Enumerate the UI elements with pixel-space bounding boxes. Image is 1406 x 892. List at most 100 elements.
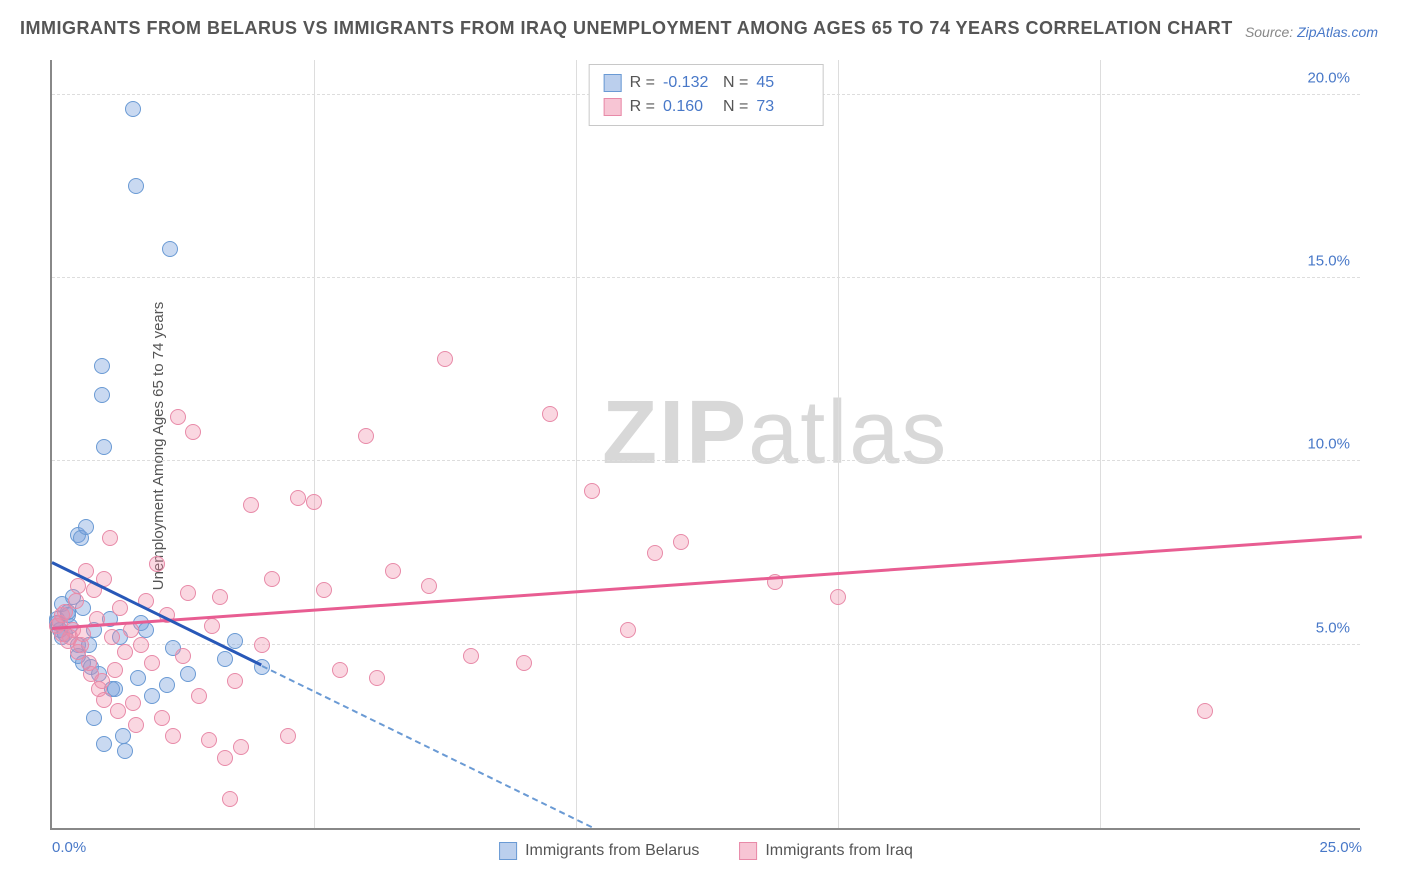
grid-line-h (52, 460, 1360, 461)
data-point (1197, 703, 1213, 719)
r-label: R = (630, 71, 655, 95)
data-point (316, 582, 332, 598)
data-point (175, 648, 191, 664)
trend-line (261, 665, 592, 828)
data-point (204, 618, 220, 634)
data-point (154, 710, 170, 726)
data-point (332, 662, 348, 678)
data-point (94, 673, 110, 689)
legend-item-belarus: Immigrants from Belarus (499, 842, 699, 860)
source-credit: Source: ZipAtlas.com (1245, 24, 1378, 40)
watermark: ZIPatlas (602, 382, 948, 485)
grid-line-v (838, 60, 839, 828)
source-value: ZipAtlas.com (1297, 24, 1378, 40)
data-point (104, 629, 120, 645)
data-point (222, 791, 238, 807)
source-label: Source: (1245, 24, 1297, 40)
data-point (212, 589, 228, 605)
data-point (130, 670, 146, 686)
swatch-blue-icon (499, 842, 517, 860)
scatter-plot-area: ZIPatlas R = -0.132 N = 45 R = 0.160 N =… (50, 60, 1360, 830)
data-point (369, 670, 385, 686)
grid-line-h (52, 277, 1360, 278)
data-point (233, 739, 249, 755)
data-point (185, 424, 201, 440)
r-label: R = (630, 95, 655, 119)
data-point (138, 622, 154, 638)
data-point (358, 428, 374, 444)
y-tick-label: 5.0% (1316, 619, 1350, 636)
legend-label-belarus: Immigrants from Belarus (525, 842, 699, 860)
data-point (180, 585, 196, 601)
watermark-rest: atlas (748, 383, 948, 483)
y-tick-label: 15.0% (1307, 253, 1350, 270)
data-point (133, 637, 149, 653)
data-point (70, 578, 86, 594)
watermark-bold: ZIP (602, 383, 748, 483)
data-point (191, 688, 207, 704)
grid-line-v (314, 60, 315, 828)
data-point (159, 677, 175, 693)
legend-item-iraq: Immigrants from Iraq (739, 842, 913, 860)
data-point (217, 750, 233, 766)
data-point (227, 633, 243, 649)
data-point (254, 637, 270, 653)
data-point (620, 622, 636, 638)
data-point (165, 728, 181, 744)
data-point (217, 651, 233, 667)
data-point (180, 666, 196, 682)
legend-label-iraq: Immigrants from Iraq (765, 842, 913, 860)
grid-line-v (576, 60, 577, 828)
y-tick-label: 20.0% (1307, 69, 1350, 86)
swatch-pink-icon (739, 842, 757, 860)
data-point (94, 358, 110, 374)
data-point (542, 406, 558, 422)
data-point (463, 648, 479, 664)
data-point (96, 439, 112, 455)
data-point (78, 519, 94, 535)
data-point (125, 695, 141, 711)
legend-row-belarus: R = -0.132 N = 45 (604, 71, 809, 95)
data-point (94, 387, 110, 403)
data-point (96, 736, 112, 752)
legend-row-iraq: R = 0.160 N = 73 (604, 95, 809, 119)
grid-line-v (1100, 60, 1101, 828)
data-point (102, 530, 118, 546)
data-point (290, 490, 306, 506)
trend-line (52, 535, 1362, 630)
data-point (107, 662, 123, 678)
data-point (128, 717, 144, 733)
n-label: N = (723, 95, 748, 119)
data-point (144, 688, 160, 704)
swatch-blue-icon (604, 74, 622, 92)
data-point (201, 732, 217, 748)
data-point (117, 644, 133, 660)
data-point (421, 578, 437, 594)
grid-line-h (52, 644, 1360, 645)
data-point (117, 743, 133, 759)
data-point (584, 483, 600, 499)
swatch-pink-icon (604, 98, 622, 116)
data-point (830, 589, 846, 605)
data-point (437, 351, 453, 367)
data-point (86, 710, 102, 726)
data-point (647, 545, 663, 561)
data-point (149, 556, 165, 572)
data-point (673, 534, 689, 550)
n-label: N = (723, 71, 748, 95)
n-value-belarus: 45 (756, 71, 808, 95)
chart-title: IMMIGRANTS FROM BELARUS VS IMMIGRANTS FR… (20, 18, 1233, 39)
data-point (128, 178, 144, 194)
correlation-legend: R = -0.132 N = 45 R = 0.160 N = 73 (589, 64, 824, 126)
data-point (68, 593, 84, 609)
y-tick-label: 10.0% (1307, 436, 1350, 453)
data-point (115, 728, 131, 744)
data-point (144, 655, 160, 671)
x-tick-label: 0.0% (52, 839, 86, 856)
x-tick-label: 25.0% (1319, 839, 1362, 856)
data-point (306, 494, 322, 510)
r-value-iraq: 0.160 (663, 95, 715, 119)
data-point (385, 563, 401, 579)
data-point (264, 571, 280, 587)
data-point (112, 600, 128, 616)
